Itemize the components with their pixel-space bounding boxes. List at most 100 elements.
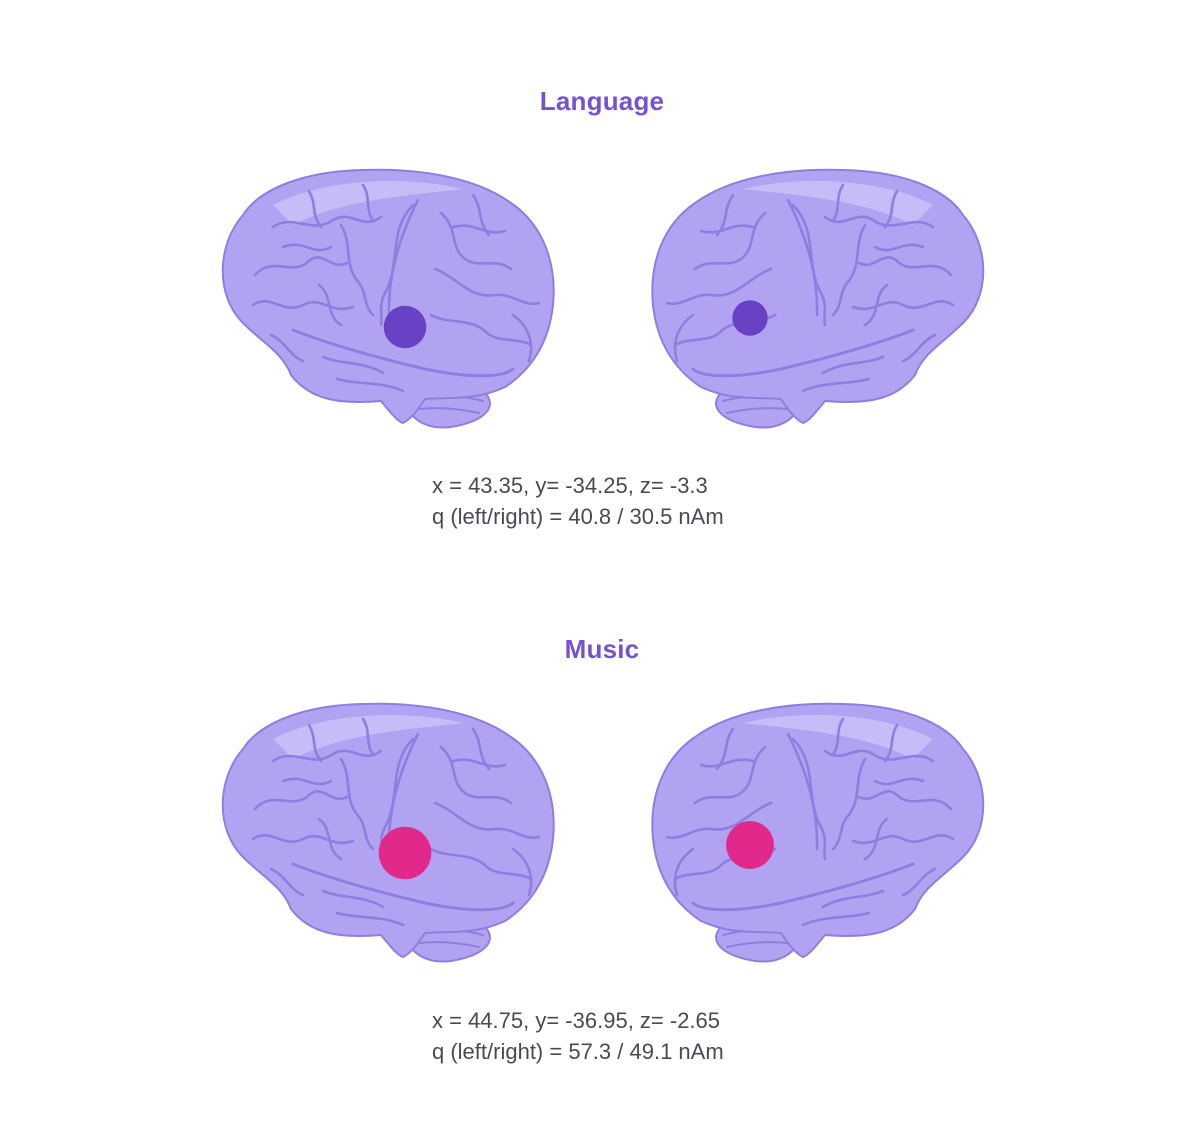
sulcus — [321, 355, 385, 375]
brain-left-hemisphere-language — [213, 165, 557, 433]
sulcus — [699, 224, 755, 234]
sulcus — [857, 790, 953, 811]
sulcus — [429, 847, 533, 881]
highlight — [743, 181, 933, 225]
sulcus — [883, 723, 899, 763]
cerebellum-fold — [726, 941, 788, 948]
section-title-language: Language — [539, 86, 665, 116]
sulcus — [823, 749, 935, 763]
sulcus — [673, 847, 695, 897]
sulcus — [253, 256, 349, 277]
cerebellum-fold — [418, 407, 480, 414]
sulcus — [379, 203, 415, 327]
sulcus — [317, 283, 343, 327]
sulcus — [339, 223, 375, 317]
sulcus — [339, 757, 375, 851]
sulcus — [433, 801, 541, 840]
sulcus — [269, 867, 305, 897]
sulcus — [511, 847, 533, 897]
sulcus — [857, 256, 953, 277]
source-marker-right — [726, 821, 774, 869]
sulcus — [361, 717, 375, 757]
sulcus — [791, 737, 827, 861]
sulcus — [665, 801, 773, 840]
sulcus — [281, 777, 333, 786]
brain-left-svg — [221, 702, 555, 963]
cerebellum-fold — [726, 407, 788, 414]
brain-left-hemisphere-music — [213, 699, 557, 967]
sulcus — [307, 723, 323, 763]
sulcus — [317, 817, 343, 861]
sulcus — [901, 333, 937, 363]
sulcus — [831, 717, 845, 757]
sulcus — [361, 183, 375, 223]
sulcus — [439, 211, 513, 271]
sulcus — [335, 377, 405, 393]
sulcus — [439, 745, 513, 805]
sulcus — [253, 790, 349, 811]
sulcus — [699, 758, 755, 768]
brain-shape — [651, 702, 985, 963]
sulcus — [851, 300, 955, 311]
coordinates-text: x = 44.75, y= -36.95, z= -2.65 — [432, 1008, 721, 1033]
brain-shape — [221, 168, 555, 429]
sulcus — [693, 745, 767, 805]
sulcus — [715, 727, 735, 771]
sulcus — [673, 313, 695, 363]
sulcus — [451, 224, 507, 234]
section-title-music: Music — [564, 634, 640, 664]
lateral-fissure — [291, 328, 515, 378]
coordinates-text: x = 43.35, y= -34.25, z= -3.3 — [432, 473, 708, 498]
source-marker-right — [732, 300, 768, 336]
sulcus — [471, 193, 491, 237]
sulcus — [451, 758, 507, 768]
sulcus — [307, 189, 323, 229]
sulcus — [271, 215, 383, 229]
sulcus — [821, 889, 885, 909]
sulcus — [433, 267, 541, 306]
highlight — [273, 181, 463, 225]
sulcus — [863, 817, 889, 861]
sulcus — [821, 355, 885, 375]
sulcus — [791, 203, 827, 327]
sulcus — [901, 867, 937, 897]
caption-music: x = 44.75, y= -36.95, z= -2.65 q (left/r… — [432, 1005, 724, 1067]
dipole-moment-text: q (left/right) = 40.8 / 30.5 nAm — [432, 504, 724, 529]
cerebellum-fold — [418, 941, 480, 948]
sulcus — [269, 333, 305, 363]
caption-language: x = 43.35, y= -34.25, z= -3.3 q (left/ri… — [432, 470, 724, 532]
sulcus — [831, 757, 867, 851]
sulcus — [801, 911, 871, 927]
brain-right-svg — [651, 702, 985, 963]
source-marker-left — [383, 305, 427, 349]
sulcus — [281, 243, 333, 252]
sulcus — [511, 313, 533, 363]
highlight — [743, 715, 933, 759]
sulcus — [693, 211, 767, 271]
sulcus — [831, 183, 845, 223]
sulcus — [831, 223, 867, 317]
sulcus — [823, 215, 935, 229]
sulcus — [471, 727, 491, 771]
sulcus — [715, 193, 735, 237]
sulcus — [251, 300, 355, 311]
lateral-fissure — [691, 862, 915, 912]
brain-right-svg — [651, 168, 985, 429]
brain-right-hemisphere-music — [649, 699, 993, 967]
dipole-moment-text: q (left/right) = 57.3 / 49.1 nAm — [432, 1039, 724, 1064]
sulcus — [801, 377, 871, 393]
brain-shape — [221, 702, 555, 963]
sulcus — [863, 283, 889, 327]
sulcus — [271, 749, 383, 763]
sulcus — [883, 189, 899, 229]
sulcus — [873, 777, 925, 786]
brain-shape — [651, 168, 985, 429]
sulcus — [429, 313, 533, 347]
brain-left-svg — [221, 168, 555, 429]
source-marker-left — [378, 826, 432, 880]
highlight — [273, 715, 463, 759]
sulcus — [335, 911, 405, 927]
sulcus — [251, 834, 355, 845]
sulcus — [665, 267, 773, 306]
lateral-fissure — [291, 862, 515, 912]
